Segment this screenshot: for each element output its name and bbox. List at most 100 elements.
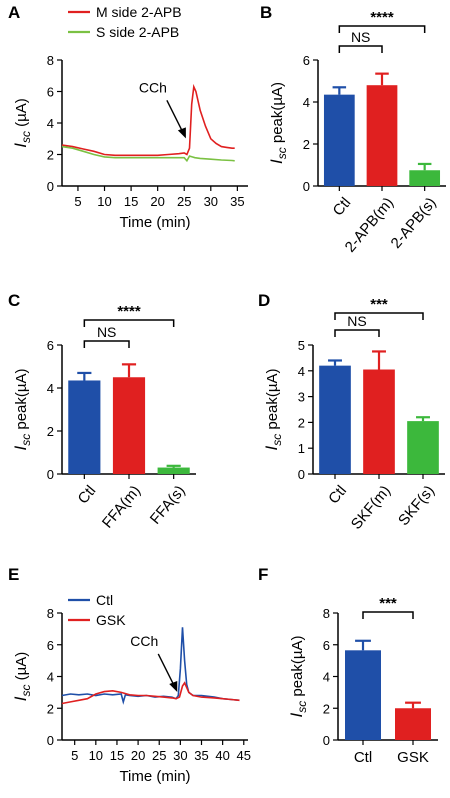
panel-f-bar [395, 708, 431, 740]
panel-a-legend-label: M side 2-APB [96, 4, 182, 20]
panel-a-x-tick-label: 5 [74, 194, 81, 209]
panel-c-significance-bracket [83, 319, 175, 327]
panel-e-x-tick-label: 40 [215, 748, 229, 763]
panel-label-e: E [8, 565, 19, 584]
panel-f-x-tick-label: Ctl [354, 749, 372, 766]
panel-e-x-tick-label: 20 [131, 748, 145, 763]
panel-c-bar [157, 467, 190, 474]
panel-c-y-tick-label: 6 [47, 338, 54, 353]
panel-e-legend-label: Ctl [96, 592, 113, 608]
panel-a-x-tick-label: 10 [97, 194, 111, 209]
panel-a-y-tick-label: 6 [47, 85, 54, 100]
panel-a-x-tick-label: 20 [150, 194, 164, 209]
panel-f-y-tick-label: 2 [323, 701, 330, 716]
panel-a-annotation-arrowhead [177, 127, 186, 139]
panel-e-annotation-arrow [157, 653, 176, 689]
panel-c-y-tick-label: 4 [47, 381, 54, 396]
panel-a-y-tick-label: 0 [47, 179, 54, 194]
panel-c-y-label-sub: sc [19, 434, 33, 446]
panel-e-y-label-sub: sc [19, 685, 33, 697]
panel-e-x-tick-label: 15 [110, 748, 124, 763]
panel-d-significance-label: *** [370, 296, 388, 313]
panel-d-x-tick-label: Ctl [325, 482, 350, 507]
panel-d-y-tick-label: 2 [298, 415, 305, 430]
panel-a-x-tick-label: 15 [124, 194, 138, 209]
panel-e-series-line [61, 681, 240, 705]
panel-d-y-tick-label: 1 [298, 441, 305, 456]
panel-d-y-tick-label: 0 [298, 467, 305, 482]
panel-d-x-tick-label: SKF(m) [348, 482, 394, 533]
panel-e-annotation-label: CCh [130, 633, 158, 649]
panel-c-x-tick-label: Ctl [75, 482, 100, 507]
panel-b-y-tick-label: 2 [303, 137, 310, 152]
panel-d-bar [407, 421, 439, 474]
panel-d-y-label-sub: sc [270, 434, 284, 446]
panel-e-y-axis-label: Isc (µA) [11, 652, 33, 702]
panel-label-a: A [8, 3, 20, 22]
panel-b-x-tick-label: 2-APB(s) [388, 194, 440, 252]
panel-e-x-tick-label: 45 [237, 748, 251, 763]
panel-a-y-label-unit: (µA) [13, 98, 30, 131]
panel-b-significance-bracket [338, 45, 383, 53]
panel-a-annotation-arrow [166, 100, 185, 135]
panel-f-y-axis-label: Isc peak(µA) [287, 635, 309, 717]
panel-a-series-line [61, 83, 235, 157]
panel-d-significance-bracket [334, 329, 380, 337]
panel-b-x-tick-label: Ctl [330, 194, 355, 219]
panel-c-y-label-main: I [11, 446, 30, 451]
panel-a-y-tick-label: 2 [47, 148, 54, 163]
panel-c-y-tick-label: 2 [47, 424, 54, 439]
panel-e-y-label-main: I [11, 696, 30, 701]
panel-a-x-tick-label: 30 [204, 194, 218, 209]
panel-e-x-tick-label: 5 [71, 748, 78, 763]
panel-e-y-tick-label: 0 [47, 733, 54, 748]
panel-f-y-tick-label: 8 [323, 606, 330, 621]
panel-d-significance-label: NS [347, 313, 366, 329]
panel-c-y-axis-label: Isc peak(µA) [11, 368, 33, 450]
panel-b-significance-label: NS [351, 29, 370, 45]
panel-label-f: F [258, 565, 268, 584]
panel-e-x-tick-label: 10 [89, 748, 103, 763]
panel-d-significance-bracket [334, 312, 424, 320]
panel-d-y-label-main: I [262, 446, 281, 451]
panel-f-significance-bracket [362, 611, 414, 619]
panel-c-x-tick-label: FFA(m) [99, 482, 144, 531]
panel-label-c: C [8, 291, 20, 310]
panel-e-y-tick-label: 4 [47, 670, 54, 685]
panel-d-y-tick-label: 3 [298, 390, 305, 405]
panel-e-y-tick-label: 8 [47, 606, 54, 621]
panel-e-y-label-unit: (µA) [13, 652, 30, 685]
panel-c-bar [112, 377, 146, 474]
panel-c-x-tick-label: FFA(s) [147, 482, 189, 527]
panel-c-significance-label: NS [97, 324, 116, 340]
panel-b-bar [409, 170, 441, 186]
panel-d-bar [363, 369, 395, 474]
panel-b-y-tick-label: 0 [303, 179, 310, 194]
panel-d-y-axis-label: Isc peak(µA) [262, 368, 284, 450]
panel-c-bar [68, 380, 101, 474]
panel-a-y-tick-label: 8 [47, 53, 54, 68]
panel-f-y-tick-label: 6 [323, 638, 330, 653]
panel-b-y-label-main: I [267, 159, 286, 164]
panel-d-y-label-unit: peak(µA) [264, 368, 281, 433]
panel-c-y-label-unit: peak(µA) [13, 368, 30, 433]
panel-f-significance-label: *** [379, 595, 397, 612]
panel-b-y-label-sub: sc [275, 147, 289, 159]
panel-a-annotation-label: CCh [139, 79, 167, 95]
panel-f-y-tick-label: 4 [323, 670, 330, 685]
panel-f-x-tick-label: GSK [397, 749, 429, 766]
panel-a-x-tick-label: 35 [230, 194, 244, 209]
panel-a-legend-label: S side 2-APB [96, 24, 179, 40]
panel-a-y-tick-label: 4 [47, 116, 54, 131]
panel-f-y-label-unit: peak(µA) [289, 635, 306, 700]
panel-b-significance-label: **** [370, 9, 394, 26]
panel-c-y-tick-label: 0 [47, 467, 54, 482]
panel-f-y-label-sub: sc [295, 701, 309, 713]
panel-e-x-tick-label: 30 [173, 748, 187, 763]
panel-e-x-tick-label: 35 [194, 748, 208, 763]
panel-a-x-tick-label: 25 [177, 194, 191, 209]
panel-f-bar [345, 650, 381, 740]
panel-d-bar [319, 365, 351, 474]
panel-c-significance-label: **** [117, 303, 141, 320]
panel-label-d: D [258, 291, 270, 310]
